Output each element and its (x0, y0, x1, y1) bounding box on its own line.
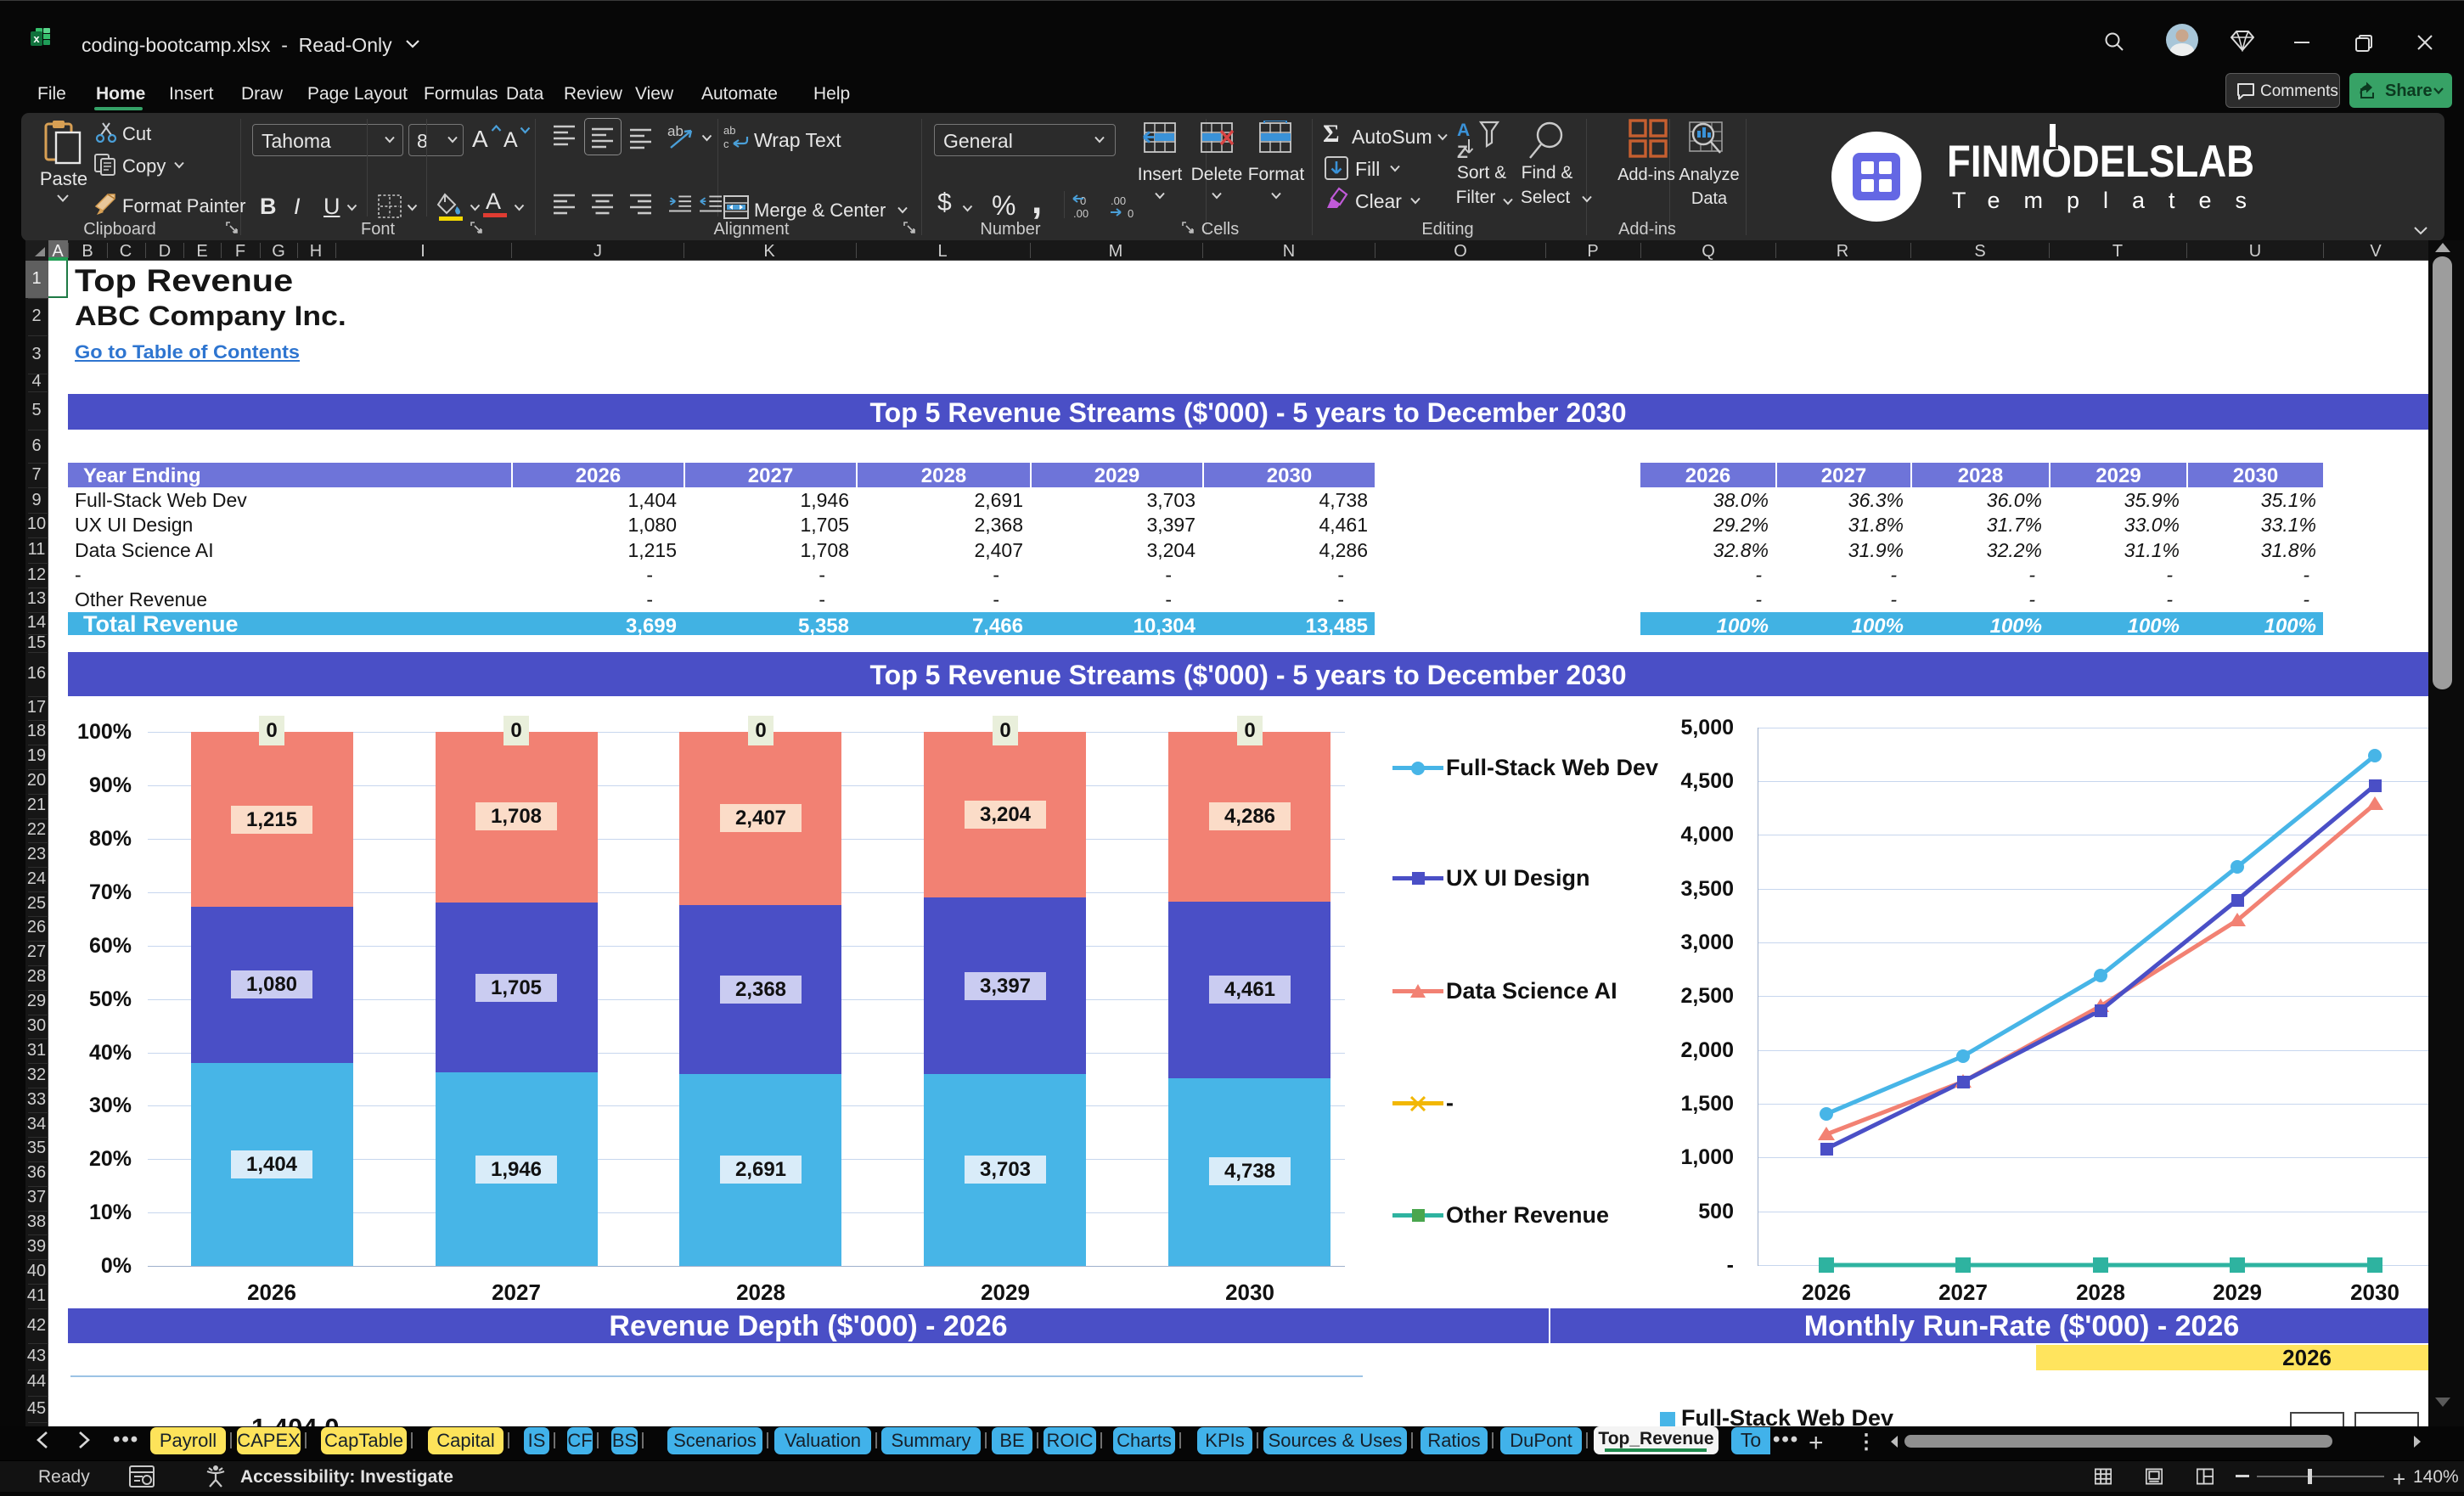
svg-text:.00: .00 (1073, 207, 1089, 219)
svg-text:Z: Z (1457, 143, 1468, 161)
svg-text:ab: ab (667, 123, 684, 139)
svg-text:A: A (1457, 121, 1470, 140)
svg-text:x: x (33, 32, 40, 45)
svg-text:0: 0 (1080, 194, 1086, 207)
svg-text:ab: ab (723, 125, 735, 137)
svg-text:c: c (723, 138, 729, 150)
svg-text:.00: .00 (1111, 194, 1126, 207)
svg-text:0: 0 (1128, 207, 1134, 219)
